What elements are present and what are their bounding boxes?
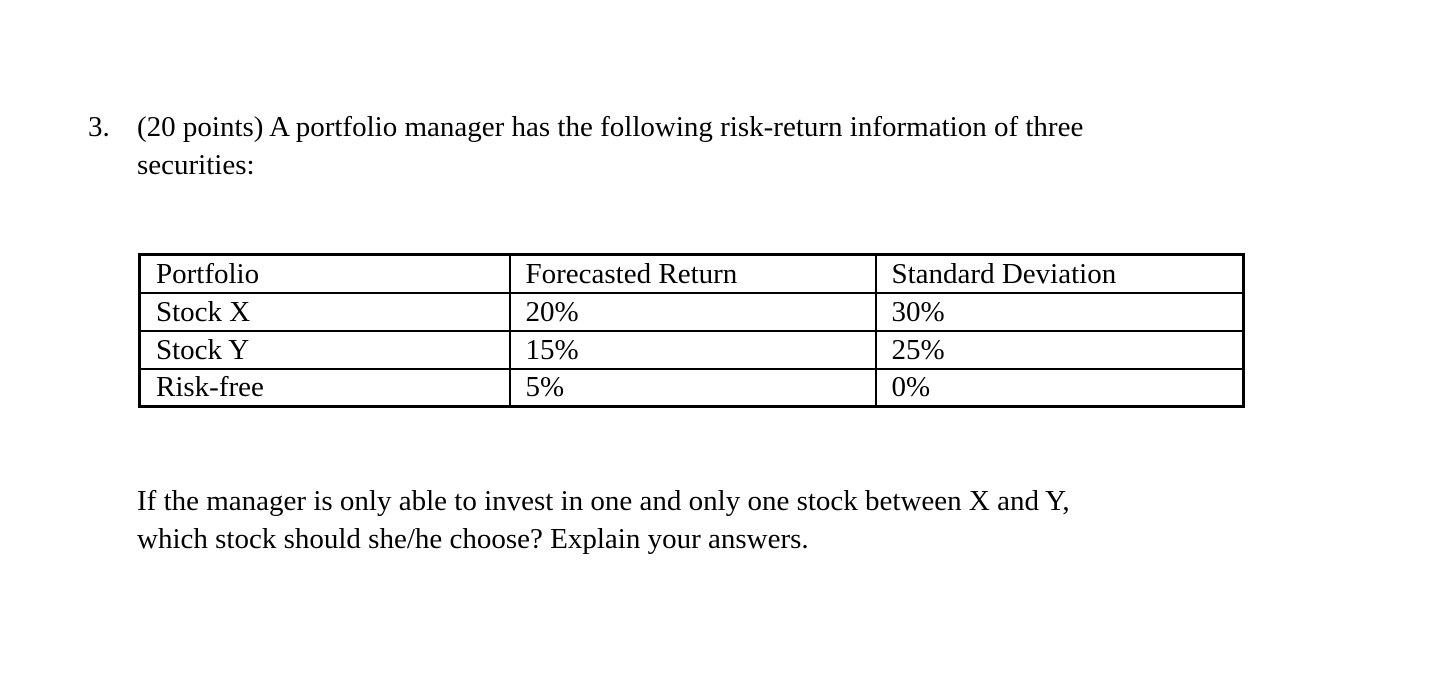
cell-forecasted-return: 15% — [508, 329, 877, 370]
securities-table: Portfolio Forecasted Return Standard Dev… — [138, 253, 1245, 408]
question-number: 3. — [88, 111, 110, 143]
followup-line-1: If the manager is only able to invest in… — [137, 485, 1070, 517]
followup-line-2: which stock should she/he choose? Explai… — [137, 523, 809, 555]
table-header-forecasted-return: Forecasted Return — [508, 253, 877, 294]
cell-forecasted-return: 20% — [508, 291, 877, 332]
question-line-2: securities: — [137, 149, 255, 181]
table-header-portfolio: Portfolio — [138, 253, 511, 294]
followup-question-text: If the manager is only able to invest in… — [137, 482, 1070, 558]
cell-portfolio: Stock X — [138, 291, 511, 332]
cell-standard-deviation: 30% — [874, 291, 1245, 332]
cell-standard-deviation: 0% — [874, 367, 1245, 408]
cell-forecasted-return: 5% — [508, 367, 877, 408]
question-text: (20 points) A portfolio manager has the … — [137, 108, 1083, 184]
cell-portfolio: Risk-free — [138, 367, 511, 408]
cell-portfolio: Stock Y — [138, 329, 511, 370]
table-row: Risk-free 5% 0% — [138, 367, 1245, 408]
cell-standard-deviation: 25% — [874, 329, 1245, 370]
table-row: Stock X 20% 30% — [138, 291, 1245, 332]
question-line-1: (20 points) A portfolio manager has the … — [137, 111, 1084, 143]
table-header-standard-deviation: Standard Deviation — [874, 253, 1245, 294]
table-row: Stock Y 15% 25% — [138, 329, 1245, 370]
table-header-row: Portfolio Forecasted Return Standard Dev… — [138, 253, 1245, 294]
